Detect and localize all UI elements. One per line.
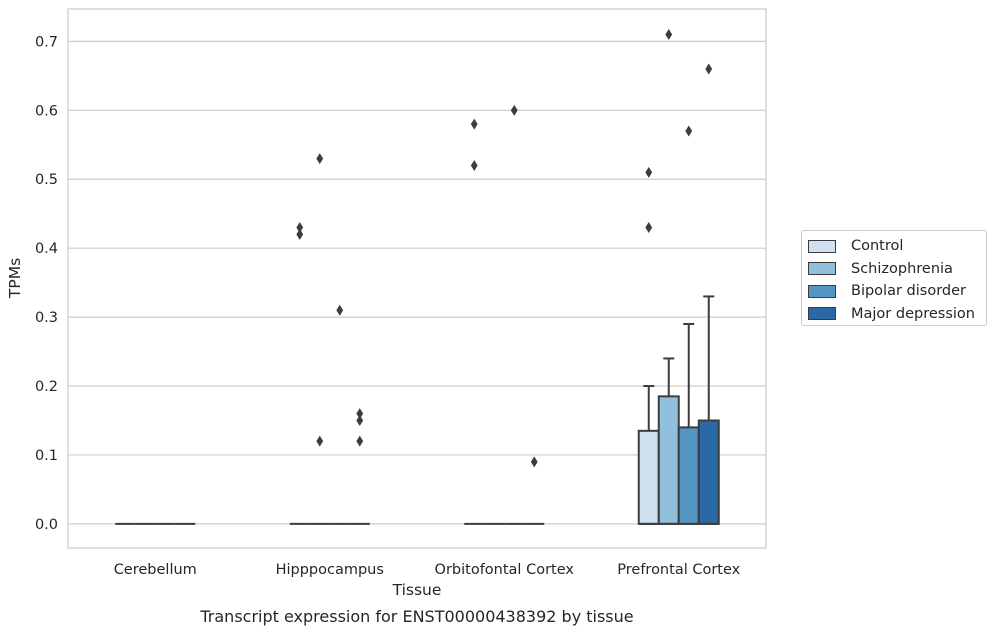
x-tick-label: Cerebellum xyxy=(114,562,197,578)
legend-item-schizophrenia: Schizophrenia xyxy=(808,258,980,281)
outlier-point xyxy=(356,408,364,420)
box-control xyxy=(637,385,660,525)
outlier-point xyxy=(470,159,478,171)
legend-item-control: Control xyxy=(808,235,980,258)
outlier-point xyxy=(296,221,304,233)
y-tick-label: 0.6 xyxy=(35,103,58,119)
outlier-point xyxy=(645,166,653,178)
box-body xyxy=(697,419,720,525)
y-tick-label: 0.2 xyxy=(35,379,58,395)
y-tick-label: 0.5 xyxy=(35,172,58,188)
legend-swatch-control xyxy=(808,239,836,253)
box-bipolar-disorder xyxy=(677,322,700,525)
outlier-point xyxy=(645,221,653,233)
y-tick-label: 0.4 xyxy=(35,241,58,257)
x-axis-label: Tissue xyxy=(392,581,442,599)
y-tick-label: 0.3 xyxy=(35,310,58,326)
outlier-point xyxy=(316,435,324,447)
box-series xyxy=(115,295,720,525)
box-schizophrenia xyxy=(657,357,680,525)
outlier-point xyxy=(296,228,304,240)
x-tick-label: Hipppocampus xyxy=(276,562,384,578)
box-body xyxy=(677,426,700,525)
legend-label: Major depression xyxy=(851,305,975,322)
y-axis-label: TPMs xyxy=(6,258,24,299)
chart-caption: Transcript expression for ENST0000043839… xyxy=(199,607,633,626)
outlier-point xyxy=(510,104,518,116)
outlier-point xyxy=(530,456,538,468)
outlier-point xyxy=(356,414,364,426)
plot-area-frame xyxy=(67,8,767,549)
legend: Control Schizophrenia Bipolar disorder M… xyxy=(801,230,987,326)
y-axis-ticks: 0.0 0.1 0.2 0.3 0.4 0.5 0.6 0.7 xyxy=(35,34,58,532)
legend-swatch-major-depression xyxy=(808,307,836,321)
legend-swatch-schizophrenia xyxy=(808,262,836,276)
legend-label: Schizophrenia xyxy=(851,260,953,277)
box-major-depression xyxy=(697,295,720,525)
gridlines xyxy=(68,40,766,525)
box-body xyxy=(657,395,680,525)
outlier-point xyxy=(336,304,344,316)
outlier-points xyxy=(296,29,713,468)
x-tick-label: Prefrontal Cortex xyxy=(617,562,740,578)
legend-label: Bipolar disorder xyxy=(851,283,966,300)
outlier-point xyxy=(705,63,713,75)
legend-swatch-bipolar-disorder xyxy=(808,284,836,298)
legend-item-bipolar-disorder: Bipolar disorder xyxy=(808,280,980,303)
outlier-point xyxy=(665,29,673,41)
outlier-point xyxy=(356,435,364,447)
box-body xyxy=(637,429,660,525)
outlier-point xyxy=(470,118,478,130)
y-tick-label: 0.1 xyxy=(35,448,58,464)
x-axis-ticks: Cerebellum Hipppocampus Orbitofontal Corte… xyxy=(114,562,741,578)
legend-item-major-depression: Major depression xyxy=(808,303,980,326)
outlier-point xyxy=(685,125,693,137)
y-tick-label: 0.0 xyxy=(35,517,58,533)
y-tick-label: 0.7 xyxy=(35,34,58,50)
x-tick-label: Orbitofontal Cortex xyxy=(435,562,575,578)
outlier-point xyxy=(316,153,324,165)
legend-label: Control xyxy=(851,238,904,255)
